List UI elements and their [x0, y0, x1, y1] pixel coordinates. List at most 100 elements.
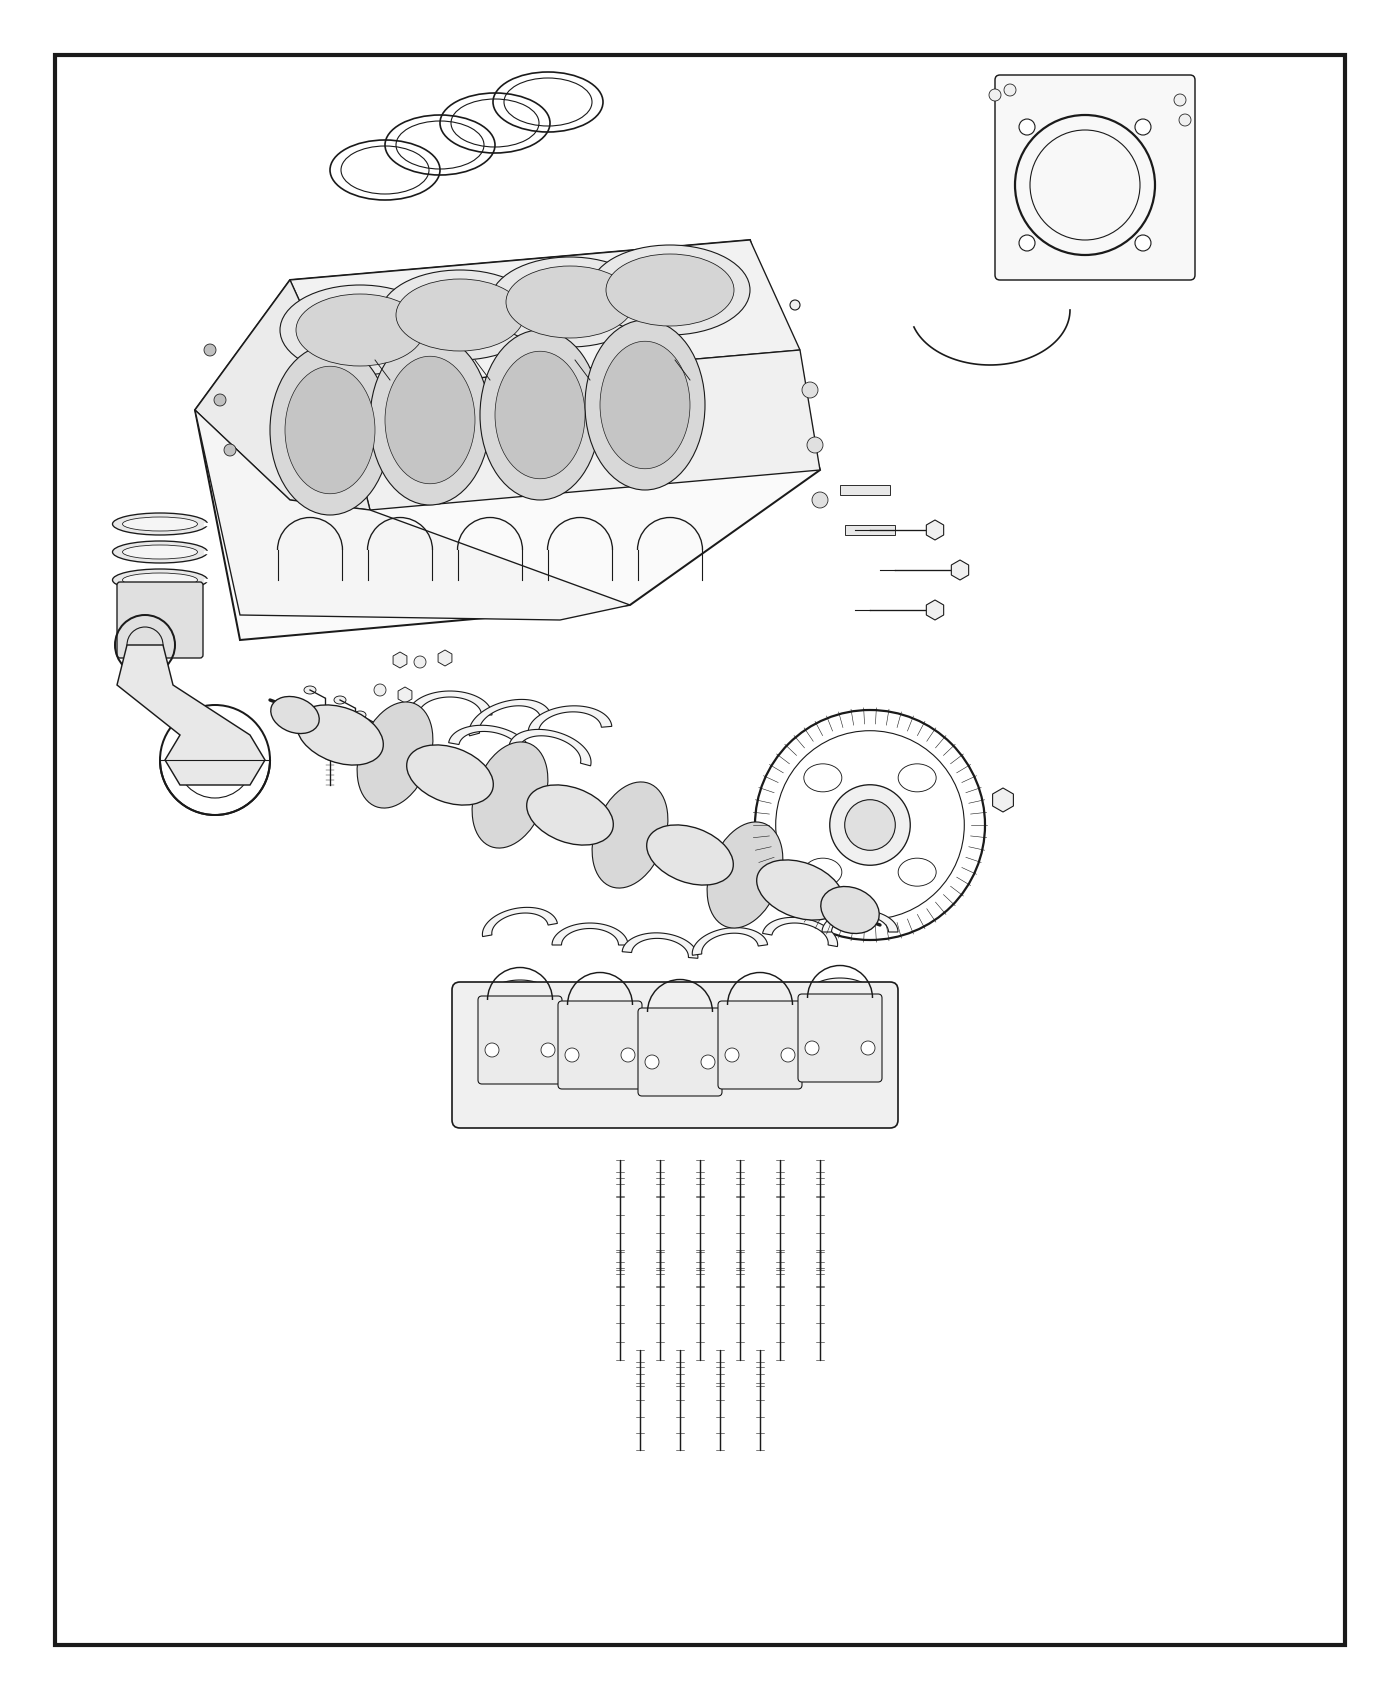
Ellipse shape: [335, 719, 344, 724]
Ellipse shape: [490, 257, 650, 347]
Circle shape: [729, 291, 741, 299]
Circle shape: [540, 1044, 554, 1057]
Circle shape: [645, 1056, 659, 1069]
Polygon shape: [195, 240, 820, 639]
Polygon shape: [993, 789, 1014, 813]
Ellipse shape: [601, 342, 690, 469]
Ellipse shape: [270, 345, 391, 515]
Polygon shape: [566, 984, 636, 1005]
FancyBboxPatch shape: [638, 1008, 722, 1096]
Ellipse shape: [589, 245, 750, 335]
Ellipse shape: [112, 570, 207, 592]
Polygon shape: [195, 280, 370, 510]
FancyBboxPatch shape: [559, 1001, 643, 1090]
Ellipse shape: [599, 306, 610, 314]
Polygon shape: [195, 410, 630, 620]
Polygon shape: [927, 520, 944, 541]
FancyBboxPatch shape: [452, 983, 897, 1129]
FancyBboxPatch shape: [995, 75, 1196, 280]
Ellipse shape: [357, 702, 433, 807]
Ellipse shape: [647, 824, 734, 886]
Polygon shape: [484, 979, 554, 1000]
Polygon shape: [769, 304, 781, 320]
Ellipse shape: [325, 755, 335, 760]
Ellipse shape: [472, 741, 547, 848]
Circle shape: [224, 444, 237, 456]
Polygon shape: [118, 644, 265, 785]
Bar: [846, 525, 895, 536]
Ellipse shape: [707, 821, 783, 928]
Ellipse shape: [112, 513, 207, 536]
Polygon shape: [805, 977, 875, 998]
Polygon shape: [528, 706, 612, 734]
Circle shape: [374, 683, 386, 695]
Ellipse shape: [899, 763, 937, 792]
Polygon shape: [483, 908, 557, 937]
Polygon shape: [290, 240, 799, 389]
Circle shape: [484, 1044, 498, 1057]
Ellipse shape: [297, 706, 384, 765]
Ellipse shape: [335, 695, 346, 704]
Circle shape: [566, 1047, 580, 1062]
Circle shape: [806, 437, 823, 452]
Polygon shape: [469, 699, 550, 736]
Ellipse shape: [304, 687, 316, 694]
Circle shape: [1175, 94, 1186, 105]
FancyBboxPatch shape: [118, 581, 203, 658]
Circle shape: [861, 1040, 875, 1056]
Ellipse shape: [899, 858, 937, 886]
Circle shape: [802, 382, 818, 398]
Circle shape: [701, 1056, 715, 1069]
Polygon shape: [448, 726, 532, 756]
Circle shape: [844, 799, 896, 850]
Ellipse shape: [385, 357, 475, 484]
Ellipse shape: [370, 335, 490, 505]
Circle shape: [805, 1040, 819, 1056]
Ellipse shape: [526, 785, 613, 845]
Polygon shape: [438, 649, 452, 666]
Circle shape: [414, 656, 426, 668]
Circle shape: [812, 491, 827, 508]
Ellipse shape: [820, 886, 879, 933]
Circle shape: [1135, 235, 1151, 252]
Ellipse shape: [480, 330, 601, 500]
Ellipse shape: [305, 709, 315, 716]
Ellipse shape: [592, 782, 668, 887]
Polygon shape: [393, 653, 407, 668]
Circle shape: [665, 287, 675, 298]
Ellipse shape: [804, 858, 841, 886]
Ellipse shape: [606, 253, 734, 326]
Circle shape: [790, 299, 799, 309]
Polygon shape: [708, 303, 721, 316]
Polygon shape: [644, 292, 657, 308]
Ellipse shape: [496, 352, 585, 479]
Ellipse shape: [280, 286, 440, 376]
Polygon shape: [398, 687, 412, 704]
Ellipse shape: [295, 294, 424, 366]
FancyBboxPatch shape: [477, 996, 561, 1085]
Bar: [840, 484, 890, 495]
Circle shape: [204, 343, 216, 355]
FancyBboxPatch shape: [798, 994, 882, 1081]
Polygon shape: [552, 923, 629, 945]
Ellipse shape: [112, 541, 207, 563]
Ellipse shape: [585, 320, 706, 490]
Circle shape: [1019, 119, 1035, 134]
Polygon shape: [645, 993, 715, 1012]
Ellipse shape: [406, 745, 493, 806]
Circle shape: [1019, 235, 1035, 252]
Polygon shape: [725, 984, 795, 1005]
Ellipse shape: [286, 366, 375, 493]
Polygon shape: [510, 729, 591, 767]
Polygon shape: [763, 918, 837, 947]
Circle shape: [830, 785, 910, 865]
Polygon shape: [407, 690, 491, 716]
Ellipse shape: [123, 573, 197, 586]
Circle shape: [988, 88, 1001, 100]
Ellipse shape: [354, 711, 365, 719]
Circle shape: [725, 1047, 739, 1062]
Ellipse shape: [756, 860, 843, 920]
Circle shape: [622, 1047, 636, 1062]
Polygon shape: [622, 933, 697, 959]
Ellipse shape: [123, 517, 197, 530]
